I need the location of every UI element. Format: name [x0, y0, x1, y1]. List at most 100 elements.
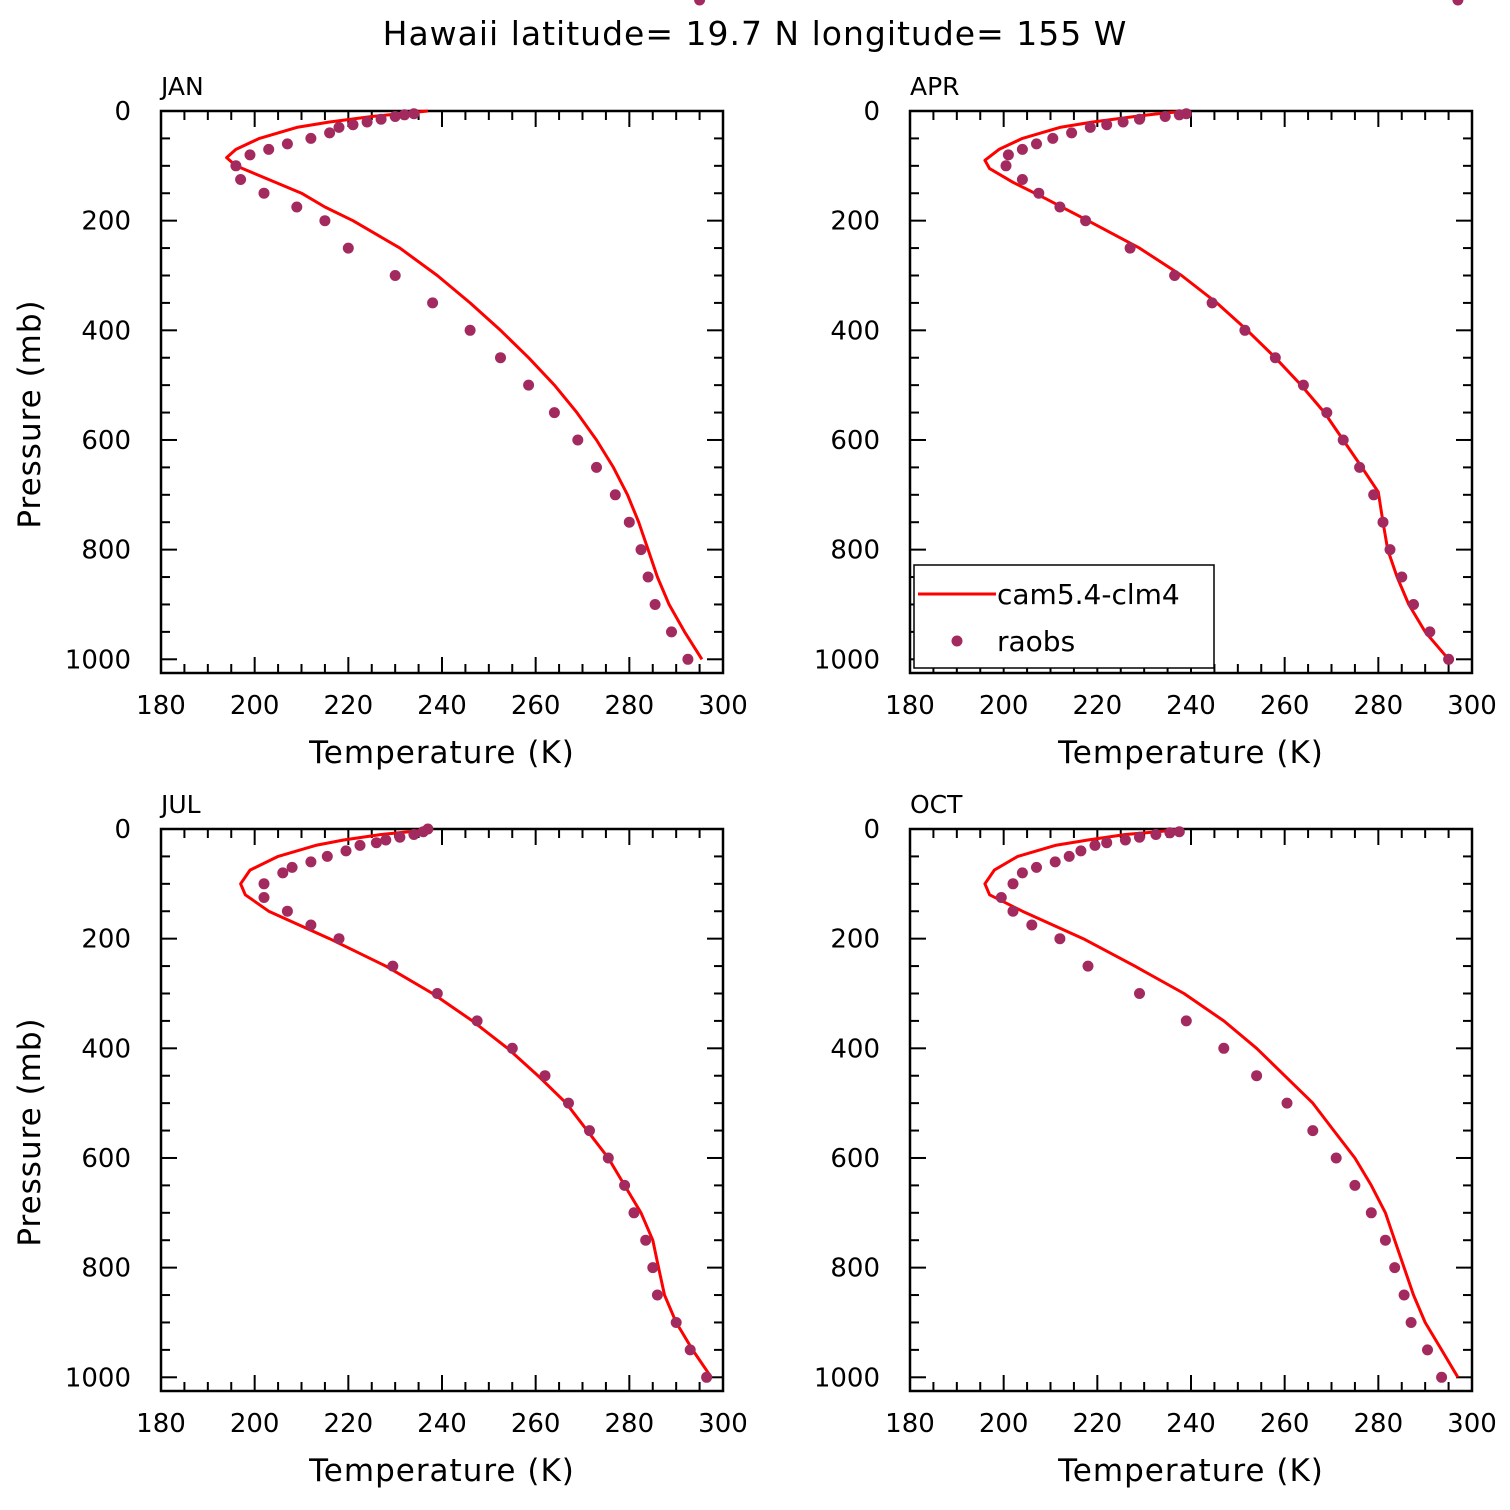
plot-frame: [159, 827, 725, 1393]
legend-box: [913, 564, 1215, 669]
x-tick-label: 260: [511, 691, 561, 721]
raobs-point: [324, 127, 336, 139]
raobs-point: [1063, 850, 1075, 862]
raobs-point: [1251, 1070, 1263, 1082]
model-line-cam5.4-clm4: [239, 827, 713, 1379]
raobs-point: [291, 201, 303, 213]
raobs-point: [281, 138, 293, 150]
raobs-point: [389, 270, 401, 281]
raobs-point: [1080, 215, 1092, 227]
raobs-point: [572, 434, 584, 446]
y-tick-label: 600: [81, 1144, 131, 1174]
raobs-point: [1377, 516, 1389, 528]
raobs-point: [1066, 127, 1078, 139]
panel-jul: 180 200 220 240 260 280 300 0 200 400 600 800 1000 Te…: [12, 790, 748, 1489]
raobs-point: [1436, 1371, 1448, 1383]
y-tick-label: 400: [830, 316, 880, 346]
raobs-point: [1031, 138, 1042, 150]
x-tick-label: 180: [136, 1409, 186, 1439]
legend-label-obs: raobs: [997, 625, 1075, 658]
y-tick-label: 1000: [65, 1363, 131, 1393]
raobs-point: [1408, 599, 1419, 610]
x-tick-label: 220: [324, 1409, 374, 1439]
x-tick-label: 260: [1260, 1409, 1310, 1439]
raobs-point: [584, 1125, 595, 1137]
raobs-point: [1134, 988, 1145, 999]
raobs-point: [1075, 845, 1087, 857]
raobs-point: [1054, 933, 1066, 945]
raobs-point: [1297, 379, 1309, 391]
raobs-point: [1124, 242, 1136, 254]
raobs-point: [286, 861, 298, 873]
panel-apr: 180 200 220 240 260 280 300 0 200 400 600 800 1000 Te…: [814, 72, 1497, 771]
y-tick-label: 800: [830, 1254, 880, 1284]
y-tick-label: 1000: [814, 1363, 880, 1393]
raobs-point: [1016, 143, 1028, 155]
raobs-point: [342, 242, 354, 254]
x-tick-label: 180: [885, 1409, 935, 1439]
raobs-point: [387, 960, 399, 972]
panel-label: JUL: [159, 790, 201, 819]
raobs-point: [1173, 109, 1185, 121]
raobs-point: [670, 1317, 682, 1328]
y-tick-label: 800: [830, 536, 880, 566]
raobs-point: [609, 489, 621, 501]
x-tick-label: 280: [605, 691, 655, 721]
raobs-point: [417, 826, 429, 838]
raobs-point: [1049, 856, 1061, 868]
raobs-point: [1089, 839, 1101, 851]
y-tick-label: 600: [830, 1144, 880, 1174]
x-tick-label: 300: [1447, 1409, 1497, 1439]
raobs-point: [1016, 174, 1028, 185]
raobs-point: [321, 850, 333, 862]
raobs-point: [389, 111, 401, 122]
raobs-point: [361, 116, 373, 128]
raobs-point: [375, 113, 387, 125]
y-tick-label: 200: [81, 925, 131, 955]
raobs-point: [408, 108, 420, 120]
raobs-point: [258, 878, 270, 890]
raobs-point: [1159, 111, 1171, 122]
y-tick-label: 0: [114, 815, 131, 845]
raobs-point: [1084, 121, 1096, 133]
model-line-cam5.4-clm4: [983, 827, 1460, 1379]
raobs-point: [642, 571, 654, 583]
y-tick-label: 200: [81, 207, 131, 237]
x-axis-label: Temperature (K): [308, 735, 575, 771]
y-tick-label: 400: [81, 1034, 131, 1064]
raobs-point: [1281, 1097, 1293, 1109]
panel-oct: 180 200 220 240 260 280 300 0 200 400 600 800 1000 Te…: [814, 0, 1497, 1489]
raobs-point: [1321, 407, 1333, 419]
raobs-point: [635, 544, 647, 556]
y-tick-label: 0: [114, 97, 131, 127]
raobs-point: [682, 653, 694, 665]
x-tick-label: 240: [1166, 691, 1216, 721]
plot-frame: [908, 827, 1474, 1393]
raobs-point: [1337, 434, 1349, 446]
x-tick-label: 300: [698, 691, 748, 721]
raobs-point: [506, 1042, 518, 1054]
raobs-point: [619, 1179, 631, 1191]
x-tick-label: 300: [1447, 691, 1497, 721]
raobs-point: [628, 1207, 640, 1219]
raobs-point: [701, 1371, 713, 1383]
x-tick-label: 220: [324, 691, 374, 721]
raobs-point: [1134, 831, 1145, 843]
y-tick-label: 800: [81, 1254, 131, 1284]
panel-label: APR: [910, 72, 960, 101]
raobs-point: [347, 119, 359, 131]
raobs-point: [1422, 1344, 1433, 1356]
model-line-cam5.4-clm4: [225, 109, 704, 661]
raobs-point: [1452, 0, 1464, 6]
raobs-point: [340, 845, 352, 857]
legend-label-model: cam5.4-clm4: [997, 578, 1180, 611]
raobs-point: [1134, 113, 1145, 125]
raobs-point: [380, 834, 392, 846]
raobs-point: [1398, 1289, 1410, 1301]
x-tick-label: 220: [1073, 691, 1123, 721]
raobs-point: [305, 919, 317, 931]
x-tick-label: 180: [885, 691, 935, 721]
y-tick-label: 400: [830, 1034, 880, 1064]
raobs-point: [1173, 826, 1185, 838]
raobs-point: [305, 132, 317, 144]
